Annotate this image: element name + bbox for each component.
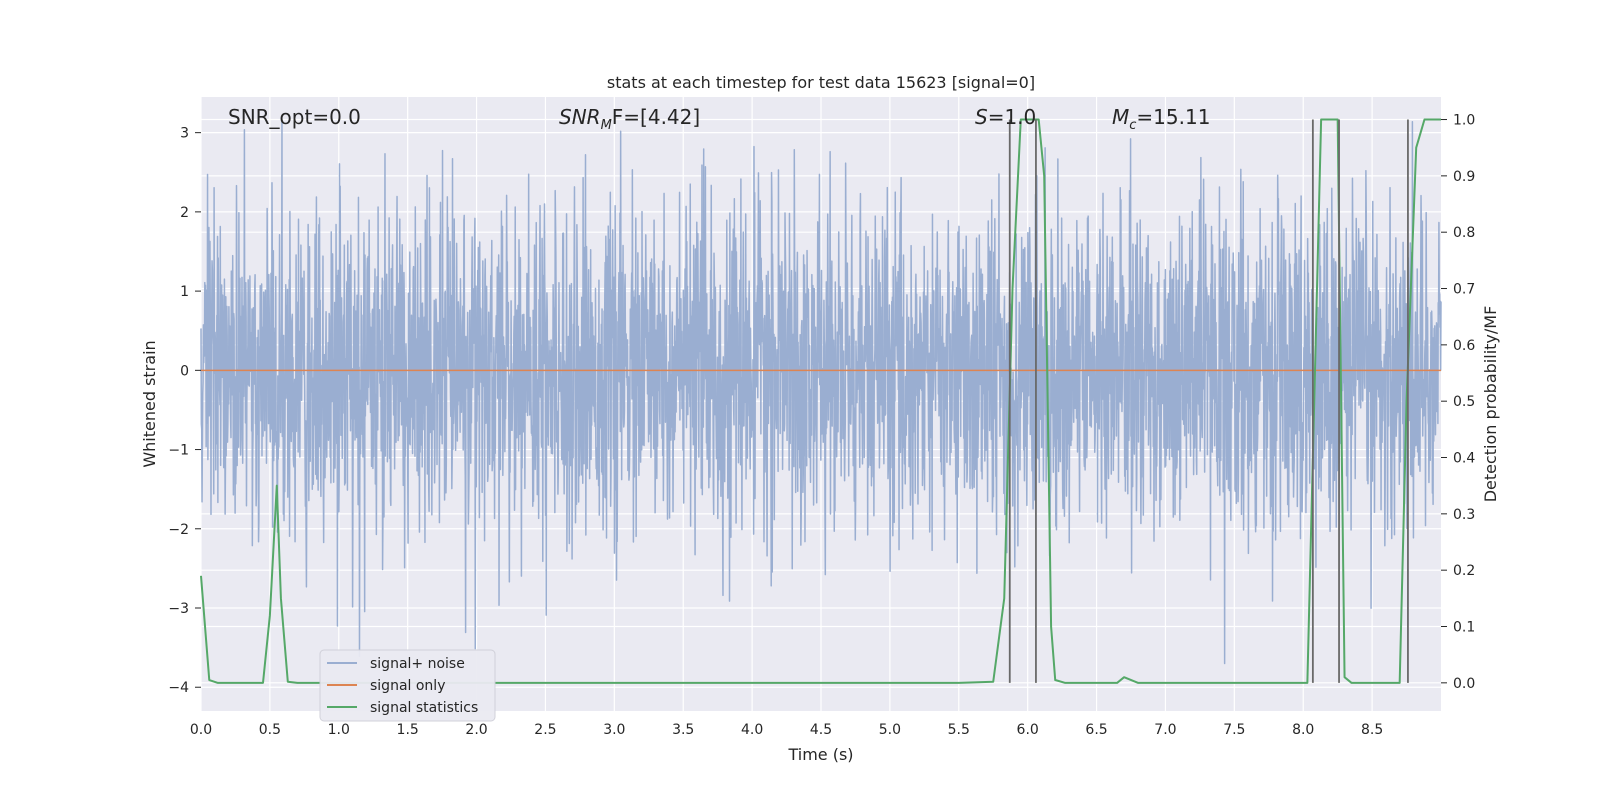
x-tick-label: 1.0 [328,722,350,738]
annotation-snr-mf-suffix: F=[4.42] [612,105,700,129]
y2-tick-label: 0.6 [1453,338,1475,354]
annotation-mc-sub: c [1129,118,1136,133]
y2-tick-label: 0.9 [1453,169,1475,185]
annotation-snr-opt: SNR_opt=0.0 [228,105,361,129]
annotation-snr-mf-sub: M [601,118,612,133]
legend-label-signal-only: signal only [370,678,445,694]
y2-tick-label: 0.2 [1453,563,1475,579]
y2-tick-label: 0.7 [1453,282,1475,298]
y-tick-label: −3 [168,601,189,617]
y2-axis-label: Detection probability/MF [1481,306,1500,503]
annotation-snr-mf: SNRMF=[4.42] [559,105,700,133]
vertical-markers [1008,119,1409,683]
y2-tick-label: 0.5 [1453,394,1475,410]
legend: signal+ noise signal only signal statist… [319,649,496,722]
annotation-mc: Mc=15.11 [1112,105,1210,133]
y-tick-label: 2 [180,205,189,221]
x-tick-label: 2.0 [465,722,487,738]
annotation-mc-suffix: =15.11 [1136,105,1210,129]
noise-series [200,120,1442,665]
y2-tick-label: 1.0 [1453,113,1475,129]
y-tick-label: −1 [168,443,189,459]
x-tick-label: 5.5 [948,722,970,738]
tick-labels: 0.0 0.5 1.0 1.5 2.0 2.5 3.0 3.5 4.0 4.5 5.0 5.5 6.0 6… [168,113,1475,738]
series-signal-statistics-line [200,118,1441,684]
y-tick-label: −2 [168,522,189,538]
x-tick-label: 4.0 [741,722,763,738]
x-tick-label: 6.5 [1085,722,1107,738]
y-tick-label: 0 [180,363,189,379]
series-signal-noise-line [200,120,1442,665]
x-tick-label: 0.0 [190,722,212,738]
x-tick-label: 4.5 [810,722,832,738]
annotation-mc-prefix: M [1112,105,1129,129]
y-axis-label: Whitened strain [140,340,159,467]
y2-tick-label: 0.0 [1453,676,1475,692]
y-tick-label: 1 [180,284,189,300]
y-tick-label: 3 [180,126,189,142]
y2-tick-label: 0.8 [1453,225,1475,241]
x-tick-label: 0.5 [259,722,281,738]
x-tick-label: 7.0 [1154,722,1176,738]
y2-tick-label: 0.4 [1453,451,1475,467]
x-tick-label: 7.5 [1223,722,1245,738]
x-tick-label: 8.5 [1361,722,1383,738]
annotation-s-suffix: =1.0 [988,105,1037,129]
y2-tick-label: 0.1 [1453,620,1475,636]
y-tick-label: −4 [168,680,189,696]
legend-box [319,649,496,722]
x-tick-label: 8.0 [1292,722,1314,738]
annotation-snr-mf-prefix: SNR [559,105,601,129]
annotation-s-prefix: S [975,105,988,129]
x-tick-label: 1.5 [397,722,419,738]
x-tick-label: 3.0 [603,722,625,738]
y2-tick-label: 0.3 [1453,507,1475,523]
annotation-s-stat: S=1.0 [975,105,1036,129]
legend-label-signal-statistics: signal statistics [370,700,478,716]
series-layer [200,118,1441,684]
legend-label-signal-noise: signal+ noise [370,656,465,672]
x-axis-label: Time (s) [787,745,853,764]
x-tick-label: 5.0 [879,722,901,738]
x-tick-label: 2.5 [534,722,556,738]
x-tick-label: 3.5 [672,722,694,738]
x-tick-label: 6.0 [1017,722,1039,738]
chart-title: stats at each timestep for test data 156… [607,73,1035,92]
